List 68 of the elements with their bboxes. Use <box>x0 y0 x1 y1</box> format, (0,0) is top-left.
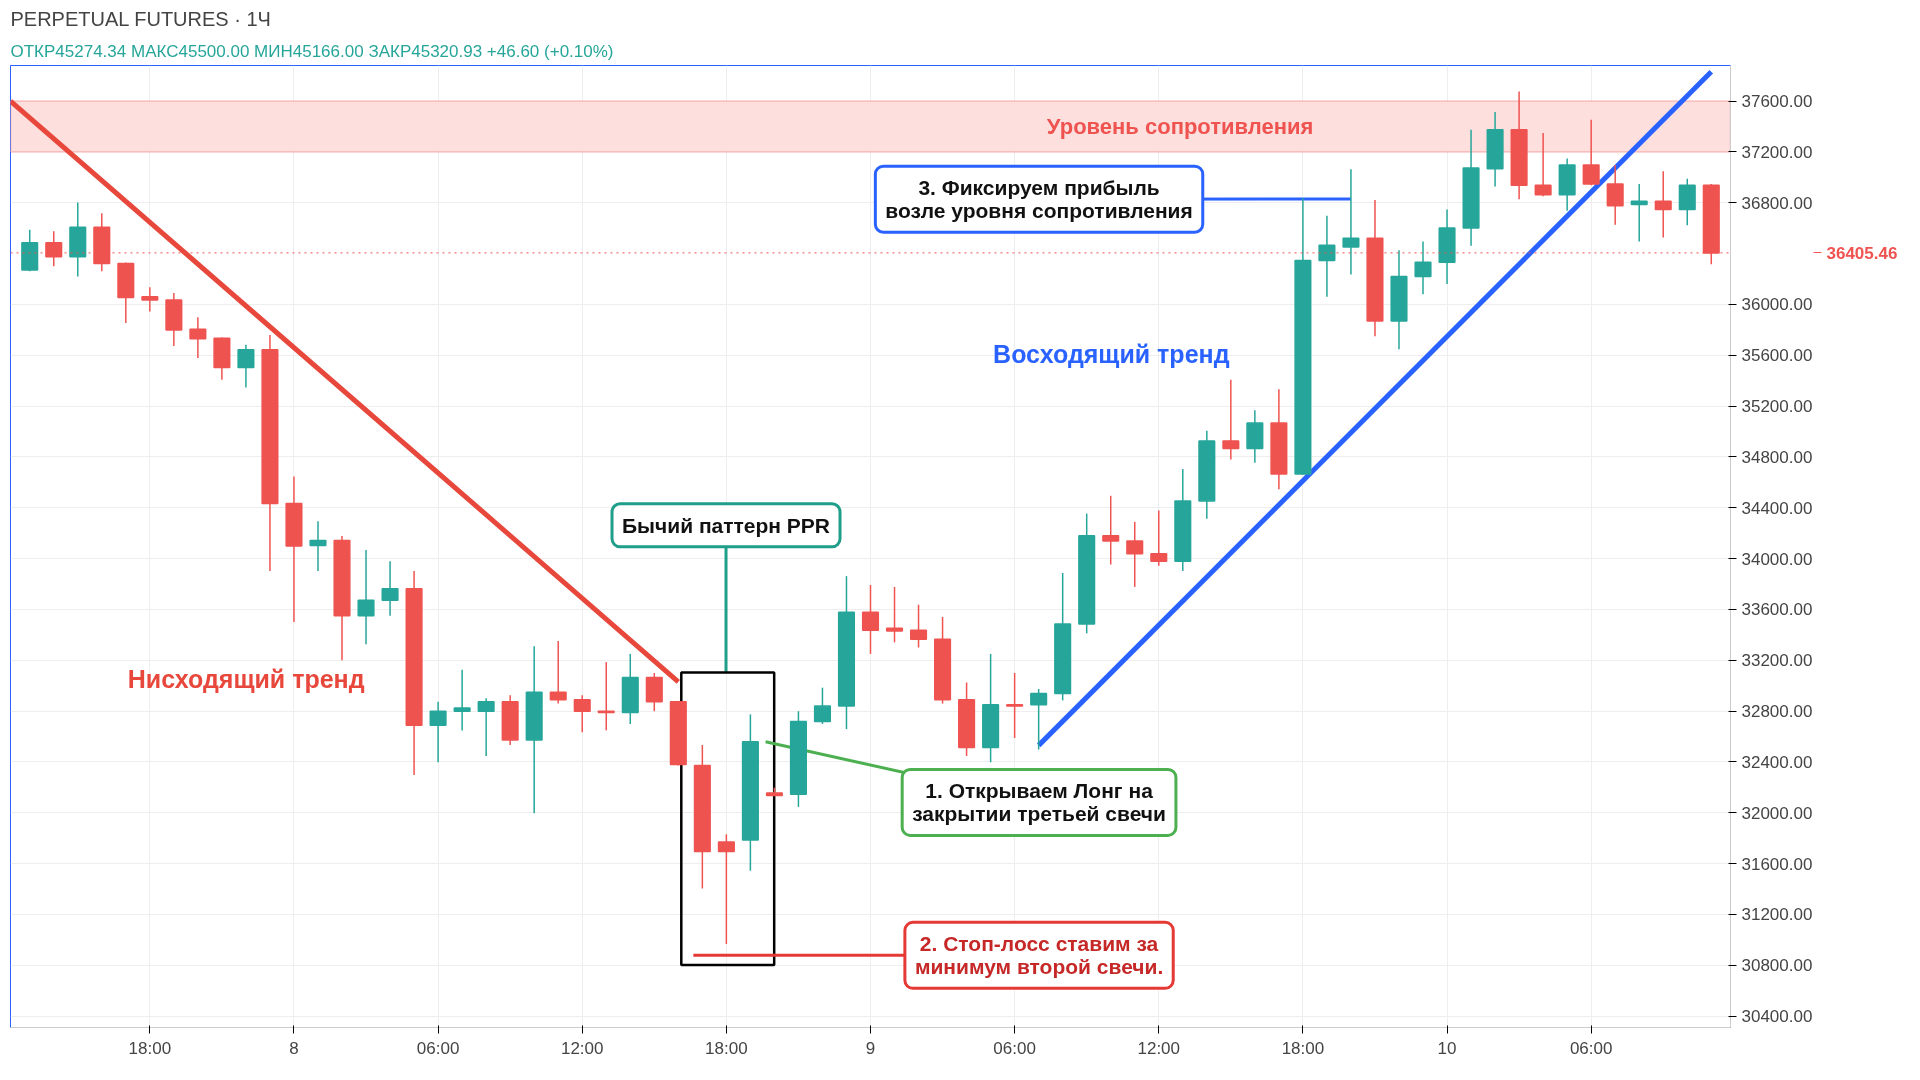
y-tick-label: 35600.00 <box>1741 346 1813 366</box>
candlestick <box>309 520 327 572</box>
y-tick-label: 34400.00 <box>1741 498 1813 518</box>
y-tick-label: 32400.00 <box>1741 752 1813 772</box>
candlestick <box>1414 240 1432 295</box>
candlestick <box>1126 521 1144 588</box>
candlestick <box>141 286 159 313</box>
candlestick <box>813 686 832 725</box>
chart-subtitle: ОТКР45274.34 МАКС45500.00 МИН45166.00 ЗАКР45320.93 +46.60 (+0.10%) <box>10 41 614 61</box>
chart-title: PERPETUAL FUTURES · 1Ч <box>10 7 271 30</box>
candlestick <box>1606 164 1624 226</box>
candlestick <box>1222 378 1240 461</box>
x-tick-label: 06:00 <box>1569 1038 1613 1058</box>
y-tick-label: 31200.00 <box>1741 905 1813 925</box>
candlestick <box>477 697 495 757</box>
candlestick <box>1150 509 1168 567</box>
y-tick-label: 31600.00 <box>1741 854 1813 874</box>
y-tick-label: 30800.00 <box>1741 956 1813 976</box>
x-tick-label: 12:00 <box>560 1038 604 1058</box>
y-tick-label: 33200.00 <box>1741 651 1813 671</box>
candlestick <box>453 669 471 732</box>
candlestick <box>1630 183 1648 243</box>
band-label: Уровень сопротивления <box>1046 114 1314 139</box>
candlestick <box>909 603 928 649</box>
candlestick <box>357 549 375 646</box>
annotation: Нисходящий тренд <box>127 665 365 694</box>
candlestick <box>549 640 567 705</box>
y-tick-label: 36000.00 <box>1741 295 1813 315</box>
y-tick-label: 32000.00 <box>1741 803 1813 823</box>
annotation: 1. Открываем Лонг на закрытии третьей свечи <box>912 779 1166 826</box>
y-tick-label: 35200.00 <box>1741 397 1813 417</box>
candlestick <box>429 700 447 764</box>
annotation: 2. Стоп-лосс ставим за минимум второй свечи. <box>914 932 1164 979</box>
candlestick <box>1318 215 1336 298</box>
y-tick-label: 36800.00 <box>1741 193 1813 213</box>
candlestick <box>573 694 591 734</box>
x-tick-label: 9 <box>865 1038 876 1058</box>
ref-line-label: 36405.46 <box>1826 243 1898 263</box>
candlestick <box>717 833 735 945</box>
y-tick-label: 33600.00 <box>1741 600 1813 620</box>
annotation: Восходящий тренд <box>993 340 1230 369</box>
annotation: Бычий паттерн PPR <box>622 513 831 537</box>
x-tick-label: 18:00 <box>128 1038 172 1058</box>
candlestick <box>1342 168 1360 276</box>
annotation: 3. Фиксируем прибыль возле уровня сопротивления <box>885 176 1193 223</box>
candlestick <box>1654 170 1672 239</box>
x-tick-label: 06:00 <box>993 1038 1036 1058</box>
y-tick-label: 34000.00 <box>1741 549 1813 569</box>
candlestick <box>189 316 207 359</box>
candlestick <box>1030 688 1048 751</box>
x-tick-label: 18:00 <box>1281 1038 1325 1058</box>
y-tick-label: 30400.00 <box>1741 1007 1813 1027</box>
y-tick-label: 37600.00 <box>1741 92 1813 112</box>
candlestick <box>861 584 880 655</box>
x-tick-label: 12:00 <box>1137 1038 1181 1058</box>
candlestick <box>237 343 255 389</box>
x-tick-label: 8 <box>289 1038 299 1058</box>
candlestick <box>1102 495 1120 566</box>
x-tick-label: 06:00 <box>416 1038 460 1058</box>
x-tick-label: 10 <box>1437 1038 1457 1058</box>
x-tick-label: 18:00 <box>705 1038 748 1058</box>
candlestick <box>1006 672 1024 739</box>
y-tick-label: 34800.00 <box>1741 447 1813 467</box>
y-tick-label: 32800.00 <box>1741 702 1813 722</box>
candlestick <box>885 586 904 644</box>
y-tick-label: 37200.00 <box>1741 142 1813 162</box>
candlestick <box>381 560 399 617</box>
candlestick <box>597 661 615 732</box>
